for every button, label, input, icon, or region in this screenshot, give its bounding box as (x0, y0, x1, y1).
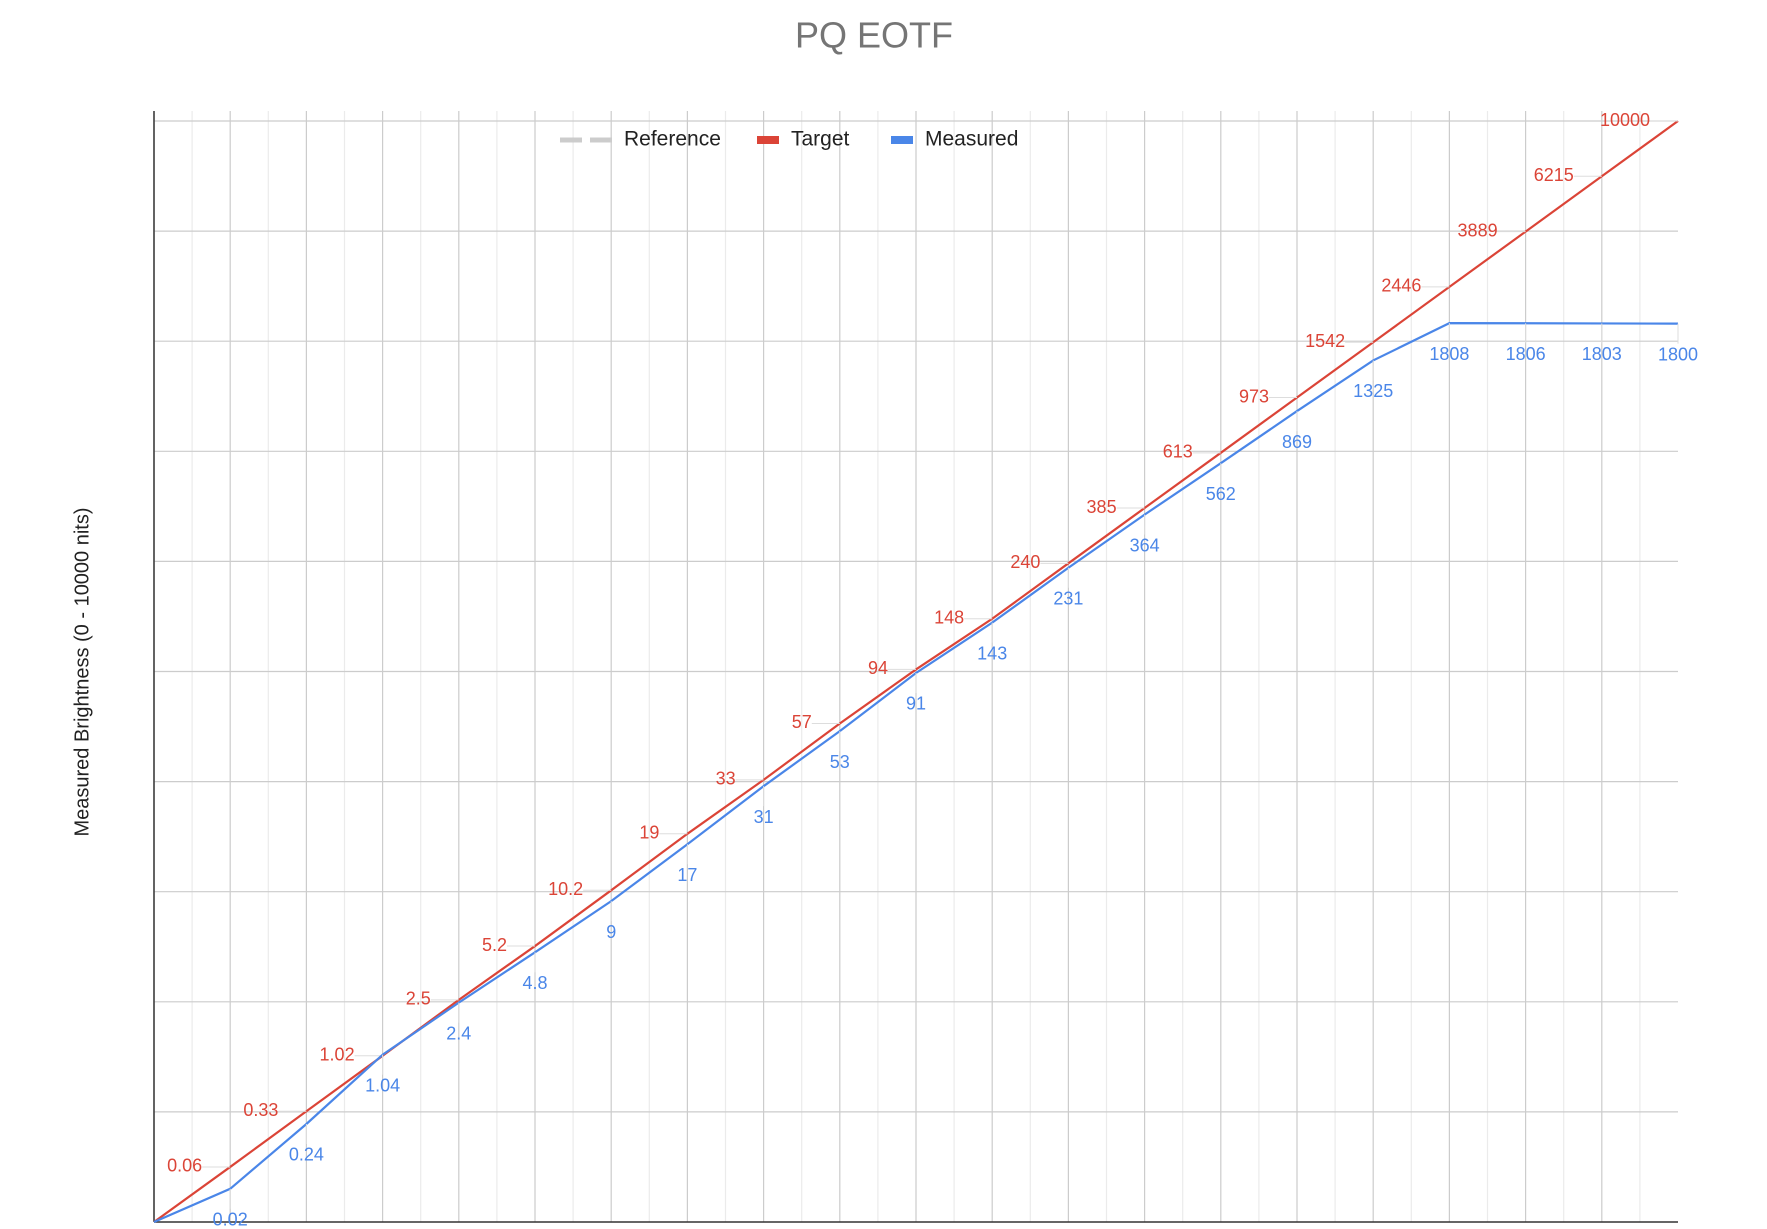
data-label: 1808 (1429, 344, 1469, 364)
data-label: 2446 (1381, 276, 1421, 296)
data-label: 17 (677, 865, 697, 885)
data-label: 9 (606, 922, 616, 942)
data-label: 1.02 (320, 1045, 355, 1065)
data-label: 1.04 (365, 1075, 400, 1095)
data-label: 231 (1053, 588, 1083, 608)
legend-label: Target (791, 128, 850, 151)
data-label: 1542 (1305, 331, 1345, 351)
data-label: 143 (977, 643, 1007, 663)
data-label: 19 (639, 823, 659, 843)
data-label: 0.06 (167, 1156, 202, 1176)
data-label: 91 (906, 694, 926, 714)
data-label: 148 (934, 607, 964, 627)
data-label: 2.4 (446, 1023, 471, 1043)
data-label: 869 (1282, 432, 1312, 452)
data-label: 1325 (1353, 381, 1393, 401)
data-label: 1800 (1658, 344, 1698, 364)
data-label: 33 (716, 769, 736, 789)
data-label: 0.24 (289, 1145, 324, 1165)
data-label: 53 (830, 752, 850, 772)
data-label: 364 (1130, 535, 1160, 555)
data-label: 613 (1163, 442, 1193, 462)
legend-label: Measured (925, 128, 1018, 151)
legend-label: Reference (624, 128, 721, 151)
data-label: 562 (1206, 484, 1236, 504)
data-label: 1803 (1582, 344, 1622, 364)
data-label: 6215 (1534, 165, 1574, 185)
data-label: 5.2 (482, 935, 507, 955)
data-label: 1806 (1506, 344, 1546, 364)
data-label: 240 (1010, 552, 1040, 572)
y-axis-label: Measured Brightness (0 - 10000 nits) (71, 507, 93, 836)
data-label: 385 (1087, 497, 1117, 517)
data-label: 0.02 (213, 1210, 248, 1229)
data-label: 10000 (1600, 110, 1650, 130)
data-label: 973 (1239, 386, 1269, 406)
data-label: 4.8 (522, 973, 547, 993)
legend-swatch (891, 136, 913, 144)
data-label: 10.2 (548, 879, 583, 899)
chart-title: PQ EOTF (795, 15, 953, 56)
legend-swatch (757, 136, 779, 144)
data-label: 94 (868, 658, 888, 678)
data-label: 57 (792, 712, 812, 732)
data-label: 2.5 (406, 989, 431, 1009)
data-label: 3889 (1458, 220, 1498, 240)
data-label: 31 (754, 807, 774, 827)
data-label: 0.33 (243, 1100, 278, 1120)
